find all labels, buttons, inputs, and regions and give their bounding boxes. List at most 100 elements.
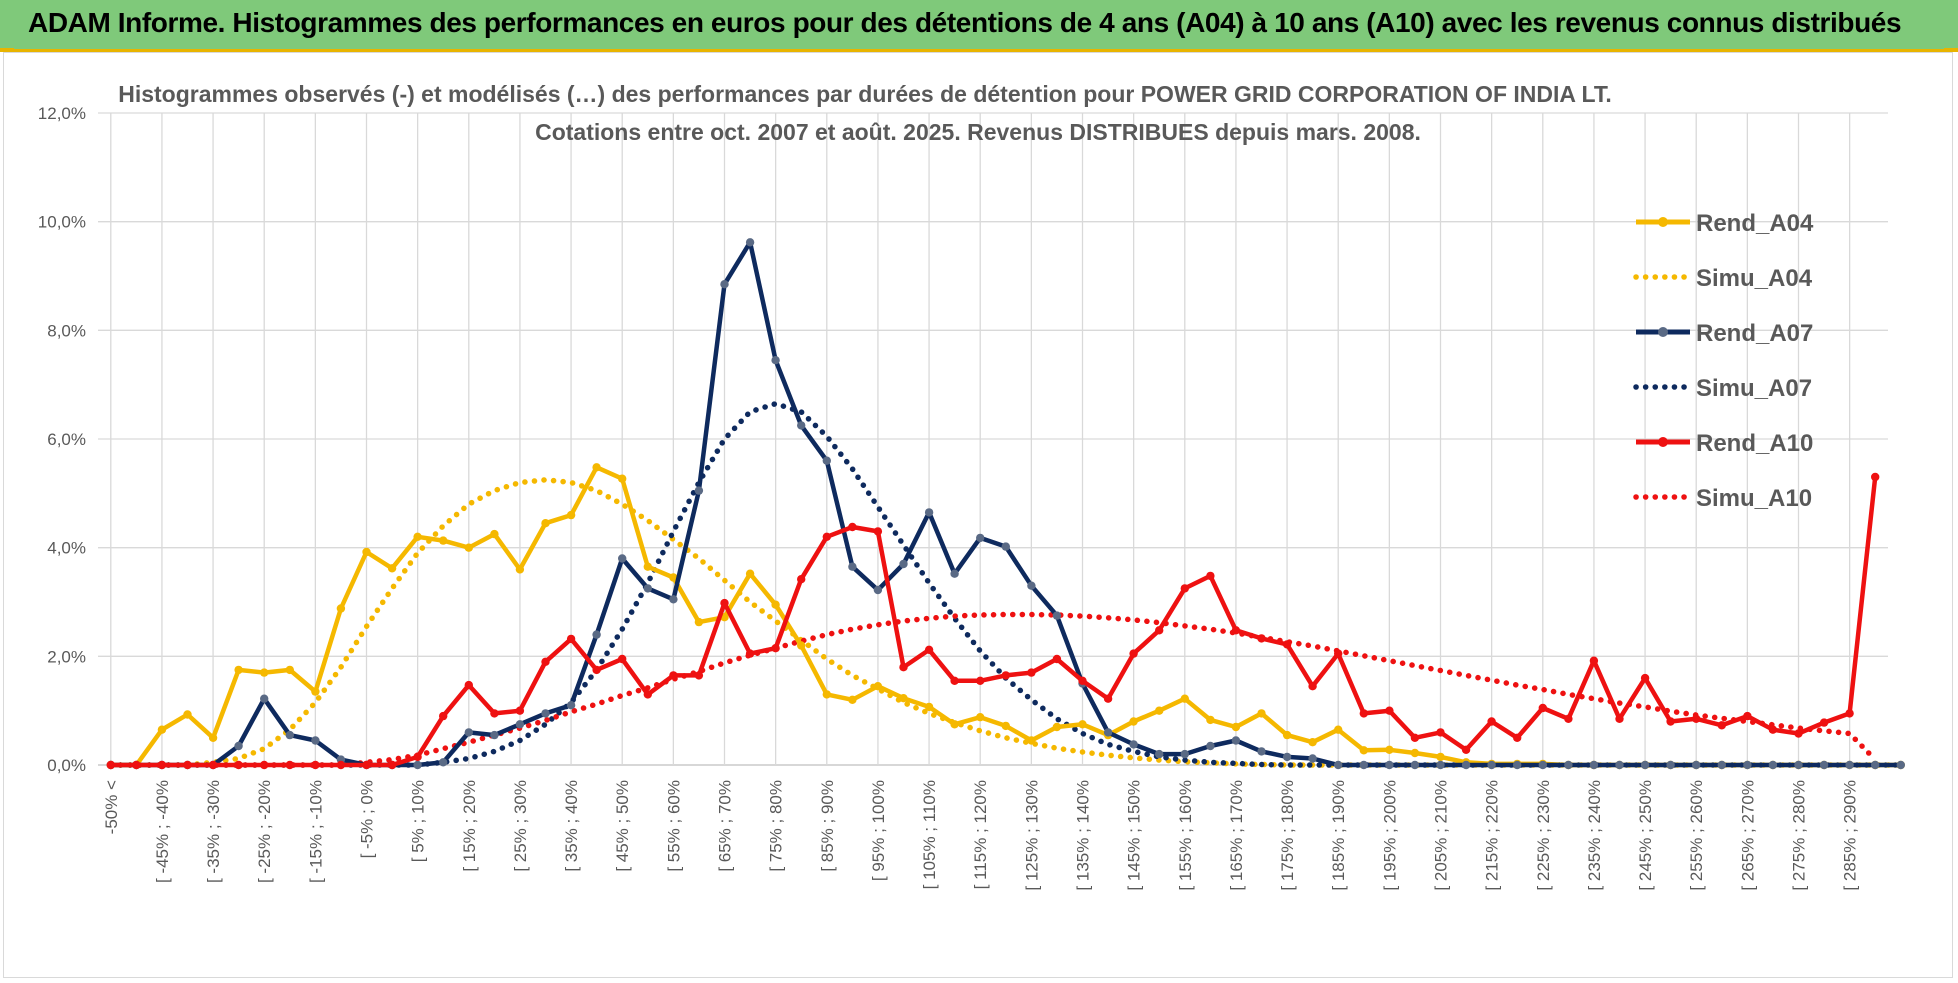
x-tick-label: [ 165% ; 170%: [1227, 780, 1246, 891]
x-tick-label: [ -25% ; -20%: [255, 780, 274, 883]
data-point: [1078, 676, 1087, 685]
x-tick-label: [ 145% ; 150%: [1125, 780, 1144, 891]
x-tick-label: [ 5% ; 10%: [409, 780, 428, 862]
data-point: [1334, 760, 1343, 770]
data-point: [362, 760, 371, 770]
y-axis: 0,0% 2,0% 4,0% 6,0% 8,0% 10,0% 12,0%: [38, 104, 86, 775]
legend-item: Simu_A10: [1633, 485, 1812, 512]
x-tick-label: [ 225% ; 230%: [1534, 780, 1553, 891]
data-point: [1078, 720, 1087, 729]
data-point: [1027, 736, 1036, 745]
data-point: [797, 421, 806, 430]
data-point: [1692, 760, 1701, 770]
legend-item: Rend_A04: [1636, 210, 1814, 237]
data-point: [1819, 760, 1829, 770]
data-point: [1640, 760, 1650, 770]
data-point: [899, 694, 908, 703]
data-point: [566, 634, 576, 644]
data-point: [618, 654, 627, 664]
data-point: [873, 527, 883, 536]
legend-item: Simu_A07: [1633, 375, 1812, 402]
data-point: [1180, 749, 1190, 759]
series-line: [110, 240, 1901, 768]
legend: Rend_A04 Simu_A04 Rend_A07 Simu_A07 Rend_A10…: [1633, 210, 1814, 512]
data-point: [1231, 626, 1241, 635]
data-point: [1129, 649, 1138, 658]
y-tick-label: 2,0%: [47, 647, 86, 666]
data-point: [1871, 472, 1880, 482]
data-point: [413, 760, 422, 770]
data-point: [106, 760, 116, 770]
data-point: [1257, 709, 1266, 718]
y-tick-label: 10,0%: [38, 213, 86, 232]
x-tick-label: [ 155% ; 160%: [1176, 780, 1195, 891]
data-point: [1410, 748, 1420, 758]
y-tick-label: 0,0%: [47, 756, 86, 775]
header-banner: ADAM Informe. Histogrammes des performan…: [0, 0, 1958, 52]
data-point: [490, 529, 499, 539]
x-tick-label: [ 255% ; 260%: [1687, 780, 1706, 891]
legend-item: Rend_A07: [1636, 320, 1813, 347]
x-tick-label: -50% <: [102, 780, 121, 834]
data-point: [669, 671, 678, 680]
x-tick-label: [ 55% ; 60%: [664, 780, 683, 872]
data-point: [1615, 760, 1624, 770]
data-point: [336, 760, 346, 770]
data-point: [797, 641, 806, 650]
data-point: [618, 474, 627, 483]
x-tick-label: [ 75% ; 80%: [767, 780, 786, 872]
data-point: [822, 532, 831, 541]
data-point: [1513, 760, 1522, 770]
chart-grid: [98, 112, 1888, 766]
x-tick-label: [ -45% ; -40%: [153, 780, 172, 883]
data-point: [950, 720, 959, 729]
data-point: [1257, 747, 1266, 756]
data-point: [311, 687, 320, 696]
data-point: [1359, 746, 1369, 755]
data-point: [1589, 760, 1599, 770]
data-point: [899, 663, 908, 672]
data-point: [541, 709, 550, 718]
x-tick-label: [ 235% ; 240%: [1585, 780, 1604, 891]
x-tick-label: [ 215% ; 220%: [1483, 780, 1502, 891]
data-point: [1513, 733, 1522, 742]
data-point: [1155, 626, 1164, 635]
x-tick-label: [ 15% ; 20%: [460, 780, 479, 872]
series-rend-a07: [106, 238, 1906, 770]
data-point: [592, 463, 601, 472]
data-point: [1206, 571, 1215, 581]
legend-label: Rend_A10: [1696, 430, 1813, 457]
data-point: [1359, 760, 1369, 770]
x-tick-label: [ 25% ; 30%: [511, 780, 530, 872]
data-point: [1794, 760, 1803, 770]
x-tick-label: [ 135% ; 140%: [1074, 780, 1093, 891]
y-tick-label: 6,0%: [47, 430, 86, 449]
data-point: [694, 617, 704, 627]
data-point: [464, 728, 473, 737]
x-tick-label: [ -5% ; 0%: [358, 780, 377, 858]
data-point: [1436, 752, 1445, 762]
data-point: [1282, 730, 1292, 740]
x-tick-label: [ 205% ; 210%: [1432, 780, 1451, 891]
data-point: [439, 711, 448, 721]
data-point: [566, 701, 576, 710]
data-point: [1282, 640, 1292, 649]
data-point: [490, 730, 499, 740]
data-point: [464, 543, 473, 552]
data-point: [1206, 715, 1215, 725]
chart-frame: [3, 52, 1953, 978]
data-point: [285, 760, 294, 770]
data-point: [643, 690, 652, 699]
series-simu-a10: [108, 611, 1878, 768]
data-point: [1436, 760, 1445, 770]
data-point: [1461, 745, 1471, 754]
data-point: [1666, 760, 1675, 770]
data-point: [234, 760, 243, 770]
data-point: [1410, 733, 1420, 742]
series-rend-a10: [106, 472, 1880, 770]
data-point: [1845, 709, 1854, 718]
data-point: [873, 585, 883, 595]
data-point: [1359, 709, 1369, 718]
data-point: [387, 564, 397, 573]
legend-marker: [1658, 437, 1668, 447]
